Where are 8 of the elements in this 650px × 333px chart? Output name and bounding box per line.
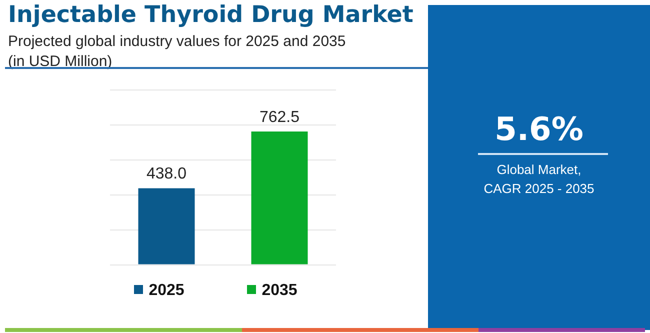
x-tick-label: 2025	[148, 282, 184, 299]
x-tick-label: 2035	[262, 282, 298, 299]
chart-subtitle: Projected global industry values for 2025 and 2035 (in USD Million)	[8, 32, 346, 72]
data-label: 438.0	[146, 166, 187, 183]
text: 5.6%	[494, 110, 584, 148]
text: Global Market, CAGR 2025 - 2035	[482, 161, 596, 198]
chart-title: Injectable Thyroid Drug Market	[8, 2, 414, 28]
data-label: 762.5	[259, 108, 300, 126]
